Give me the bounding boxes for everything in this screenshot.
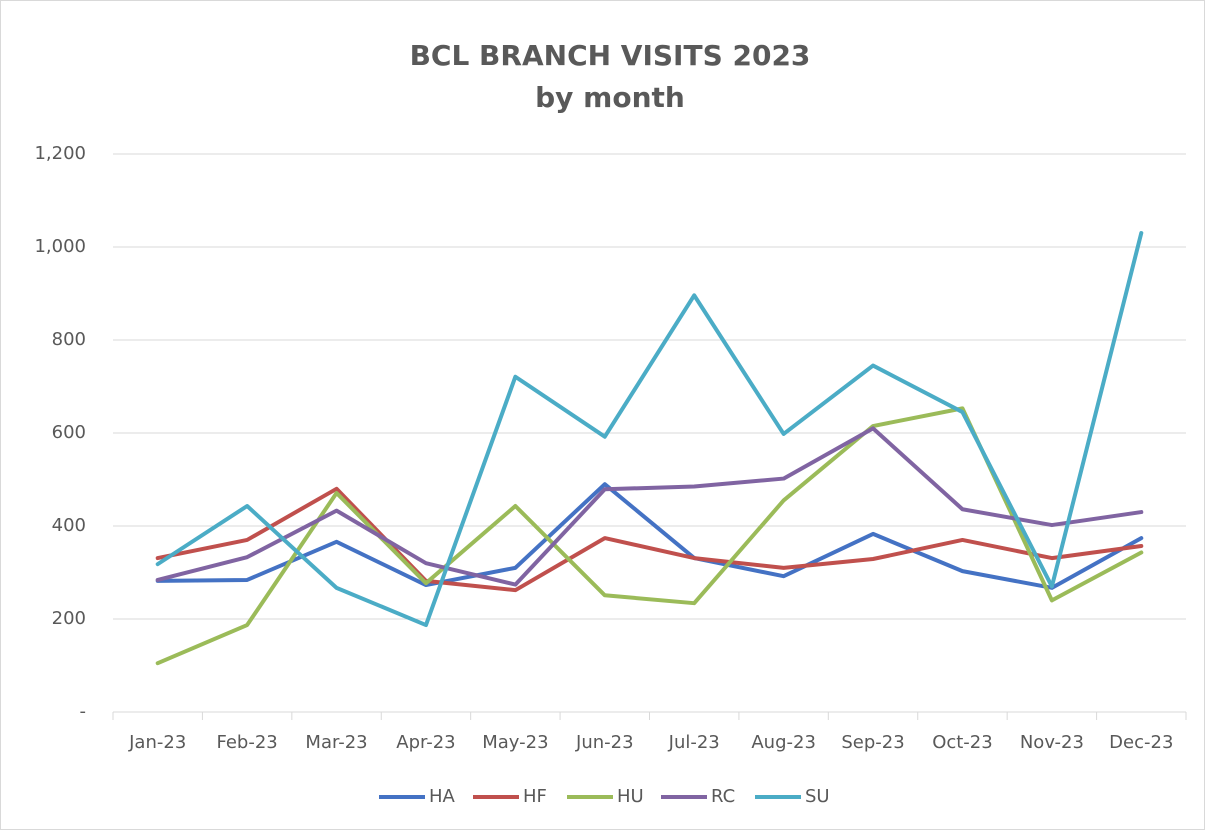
x-tick-label: Oct-23 <box>932 732 993 753</box>
legend-label: SU <box>805 786 830 807</box>
y-tick-label: 800 <box>52 329 86 350</box>
chart-subtitle: by month <box>535 81 685 114</box>
x-tick-label: Nov-23 <box>1020 732 1084 753</box>
x-tick-label: Feb-23 <box>216 732 277 753</box>
x-tick-label: Sep-23 <box>841 732 904 753</box>
x-tick-label: Jan-23 <box>128 732 186 753</box>
y-tick-label: 1,200 <box>34 143 86 164</box>
legend-label: HF <box>523 786 547 807</box>
series-line <box>155 231 1144 628</box>
legend-label: HU <box>617 786 644 807</box>
legend-label: RC <box>711 786 735 807</box>
y-tick-label: 200 <box>52 608 86 629</box>
y-tick-label: 600 <box>52 422 86 443</box>
x-tick-label: May-23 <box>482 732 548 753</box>
x-tick-label: Jun-23 <box>575 732 634 753</box>
x-tick-label: Dec-23 <box>1109 732 1173 753</box>
series-line <box>155 482 1144 590</box>
x-tick-label: Jul-23 <box>668 732 720 753</box>
y-tick-label: 1,000 <box>34 236 86 257</box>
y-tick-label: - <box>80 701 87 722</box>
legend-label: HA <box>429 786 456 807</box>
series-line <box>155 486 1144 593</box>
y-tick-label: 400 <box>52 515 86 536</box>
series-line <box>155 426 1144 587</box>
x-tick-label: Aug-23 <box>751 732 816 753</box>
x-tick-label: Mar-23 <box>305 732 367 753</box>
x-tick-label: Apr-23 <box>396 732 455 753</box>
chart-title: BCL BRANCH VISITS 2023 <box>410 39 811 72</box>
